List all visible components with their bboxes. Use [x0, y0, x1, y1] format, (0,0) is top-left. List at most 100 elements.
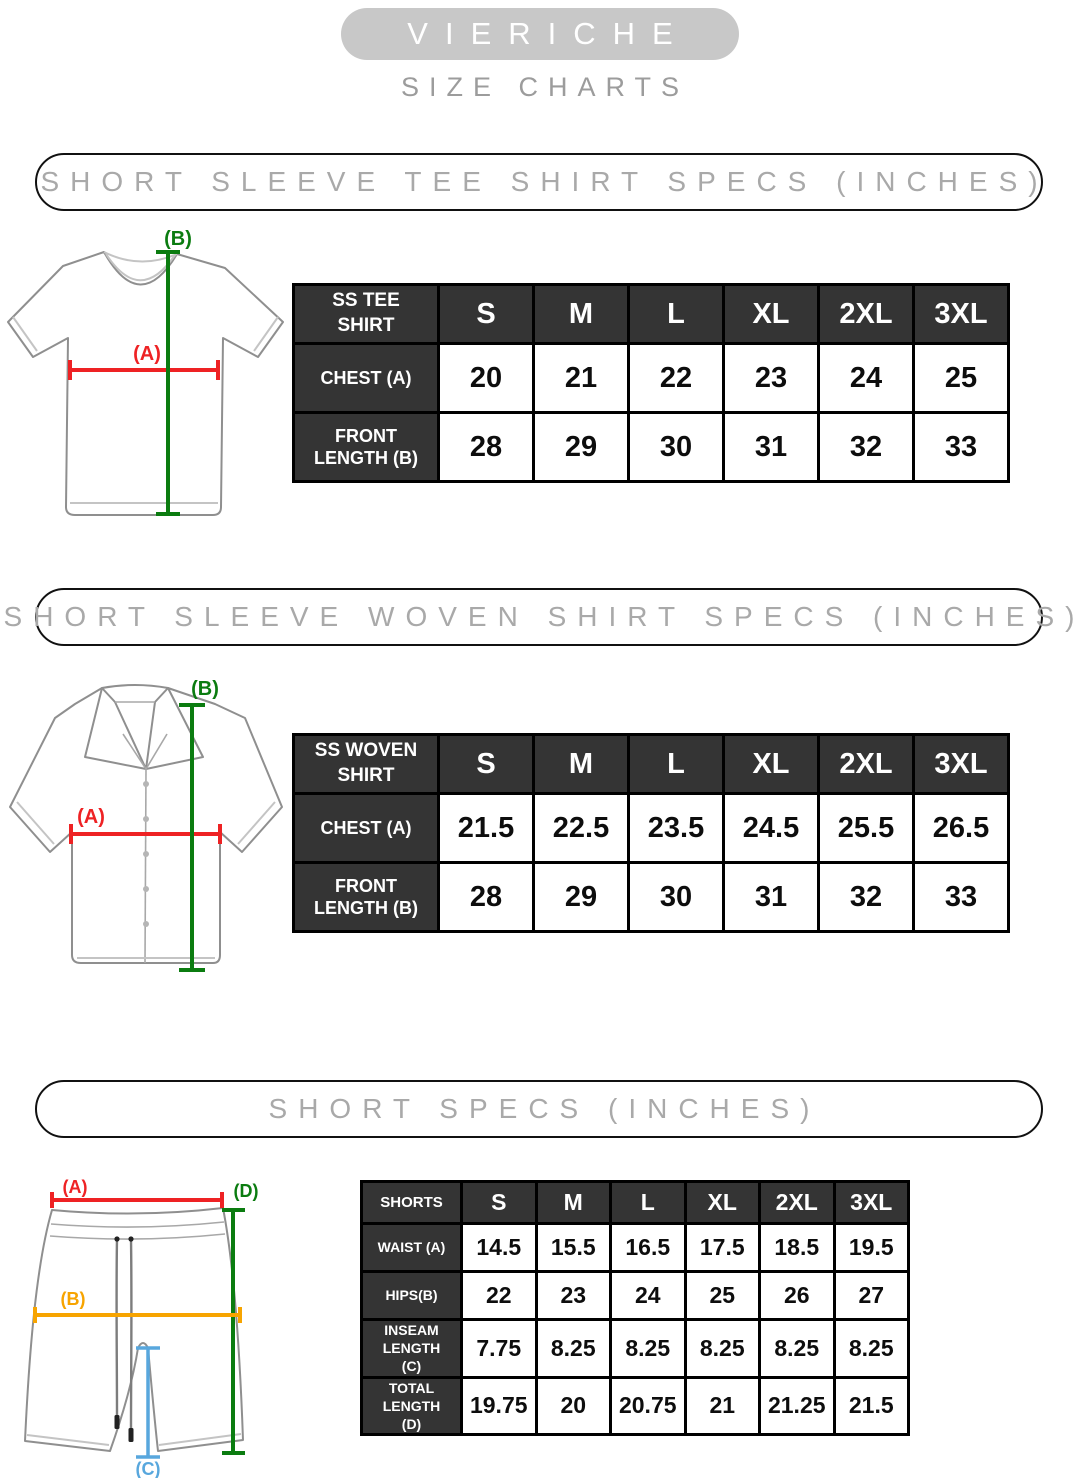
table-cell: 21	[683, 1375, 761, 1437]
woven-right-sleeve-stitch	[237, 801, 276, 845]
woven-placket	[144, 768, 147, 964]
table-cell: 23	[534, 1270, 612, 1321]
tee-chest-measure-line	[68, 360, 220, 380]
tee-front-length-row: FRONT LENGTH (B) 28 29 30 31 32 33	[292, 411, 1010, 483]
woven-chest-row: CHEST (A) 21.5 22.5 23.5 24.5 25.5 26.5	[292, 792, 1010, 864]
table-cell: 26	[758, 1270, 836, 1321]
table-cell: 31	[722, 861, 820, 933]
table-cell: 23	[722, 342, 820, 414]
table-cell: 22.5	[532, 792, 630, 864]
table-cell: 21.5	[437, 792, 535, 864]
shorts-waist-measure-line	[50, 1192, 224, 1208]
table-cell: 8.25	[758, 1318, 836, 1379]
woven-size-header-xl: XL	[722, 733, 820, 795]
tee-body-outline	[7, 251, 284, 516]
brand-logo-pill: VIERICHE	[341, 8, 739, 60]
shorts-inseam-measure-line	[136, 1346, 160, 1459]
table-cell: 26.5	[912, 792, 1010, 864]
tee-size-header-2xl: 2XL	[817, 283, 915, 345]
table-cell: 21	[532, 342, 630, 414]
woven-size-header-s: S	[437, 733, 535, 795]
table-cell: 30	[627, 861, 725, 933]
shorts-drawstring-tips	[114, 1236, 134, 1442]
table-cell: 20	[534, 1375, 612, 1437]
shorts-waistband-seam-1	[50, 1221, 225, 1228]
tee-size-header-m: M	[532, 283, 630, 345]
tee-left-sleeve-stitch	[12, 316, 38, 352]
tee-chest-row-label: CHEST (A)	[292, 342, 440, 414]
table-cell: 22	[627, 342, 725, 414]
table-cell: 25	[912, 342, 1010, 414]
shorts-illustration: (A) (D) (B) (C)	[24, 1177, 259, 1478]
table-cell: 8.25	[534, 1318, 612, 1379]
woven-shirt-diagram: (A) (B)	[5, 672, 297, 987]
table-cell: 8.25	[832, 1318, 910, 1379]
brand-logo-text: VIERICHE	[407, 16, 690, 51]
shorts-total-length-row-label: TOTAL LENGTH (D)	[360, 1375, 463, 1437]
table-cell: 24	[817, 342, 915, 414]
woven-table-header-row: SS WOVEN SHIRT S M L XL 2XL 3XL	[292, 733, 1010, 795]
table-cell: 29	[532, 411, 630, 483]
woven-size-table: SS WOVEN SHIRT S M L XL 2XL 3XL CHEST (A…	[292, 733, 1010, 933]
shorts-inseam-row: INSEAM LENGTH (C) 7.75 8.25 8.25 8.25 8.…	[360, 1318, 910, 1379]
table-cell: 16.5	[609, 1222, 687, 1273]
tee-length-measure-line	[156, 250, 180, 516]
section-title-shorts: SHORT SPECS (INCHES)	[35, 1080, 1043, 1138]
shorts-size-table: SHORTS S M L XL 2XL 3XL WAIST (A) 14.5 1…	[360, 1180, 910, 1437]
tee-size-header-3xl: 3XL	[912, 283, 1010, 345]
woven-table-title-cell: SS WOVEN SHIRT	[292, 733, 440, 795]
table-cell: 31	[722, 411, 820, 483]
shorts-size-header-m: M	[534, 1180, 612, 1225]
table-cell: 28	[437, 861, 535, 933]
table-cell: 20	[437, 342, 535, 414]
shorts-right-hem-stitch	[158, 1433, 242, 1446]
tee-length-label: (B)	[164, 228, 192, 250]
tee-shirt-illustration: (A) (B)	[7, 228, 284, 516]
table-cell: 19.75	[460, 1375, 538, 1437]
table-cell: 32	[817, 411, 915, 483]
shorts-waist-label: (A)	[63, 1177, 88, 1197]
woven-length-label: (B)	[191, 678, 219, 700]
tee-size-header-xl: XL	[722, 283, 820, 345]
shorts-size-header-xl: XL	[683, 1180, 761, 1225]
shorts-diagram: (A) (D) (B) (C)	[10, 1175, 280, 1478]
tee-right-sleeve-stitch	[253, 316, 279, 352]
table-cell: 18.5	[758, 1222, 836, 1273]
woven-size-header-m: M	[532, 733, 630, 795]
shorts-left-hem-stitch	[26, 1434, 110, 1446]
shorts-inseam-label: (C)	[136, 1459, 161, 1478]
tee-table-title-cell: SS TEE SHIRT	[292, 283, 440, 345]
woven-chest-measure-line	[69, 824, 222, 844]
woven-shirt-illustration: (A) (B)	[9, 678, 283, 972]
table-cell: 30	[627, 411, 725, 483]
table-cell: 29	[532, 861, 630, 933]
table-cell: 21.25	[758, 1375, 836, 1437]
shorts-table-header-row: SHORTS S M L XL 2XL 3XL	[360, 1180, 910, 1225]
table-cell: 17.5	[683, 1222, 761, 1273]
table-cell: 23.5	[627, 792, 725, 864]
section-title-tee: SHORT SLEEVE TEE SHIRT SPECS (INCHES)	[35, 153, 1043, 211]
shorts-inseam-row-label: INSEAM LENGTH (C)	[360, 1318, 463, 1379]
woven-chest-row-label: CHEST (A)	[292, 792, 440, 864]
shorts-size-header-l: L	[609, 1180, 687, 1225]
tee-front-length-row-label: FRONT LENGTH (B)	[292, 411, 440, 483]
table-cell: 28	[437, 411, 535, 483]
shorts-size-header-s: S	[460, 1180, 538, 1225]
table-cell: 22	[460, 1270, 538, 1321]
tee-size-header-l: L	[627, 283, 725, 345]
shorts-drawstrings	[115, 1238, 133, 1429]
section-title-woven-text: SHORT SLEEVE WOVEN SHIRT SPECS (INCHES)	[3, 601, 1080, 632]
tee-chest-label: (A)	[133, 343, 161, 365]
shorts-hips-row: HIPS(B) 22 23 24 25 26 27	[360, 1270, 910, 1321]
tee-size-table: SS TEE SHIRT S M L XL 2XL 3XL CHEST (A) …	[292, 283, 1010, 483]
page-subtitle: SIZE CHARTS	[400, 72, 690, 102]
woven-size-header-2xl: 2XL	[817, 733, 915, 795]
table-cell: 33	[912, 411, 1010, 483]
woven-buttons	[143, 781, 149, 927]
shorts-body-outline	[24, 1207, 244, 1452]
section-title-woven: SHORT SLEEVE WOVEN SHIRT SPECS (INCHES)	[4, 588, 1074, 646]
table-cell: 7.75	[460, 1318, 538, 1379]
shorts-size-header-3xl: 3XL	[832, 1180, 910, 1225]
shorts-size-header-2xl: 2XL	[758, 1180, 836, 1225]
shorts-waist-row: WAIST (A) 14.5 15.5 16.5 17.5 18.5 19.5	[360, 1222, 910, 1273]
